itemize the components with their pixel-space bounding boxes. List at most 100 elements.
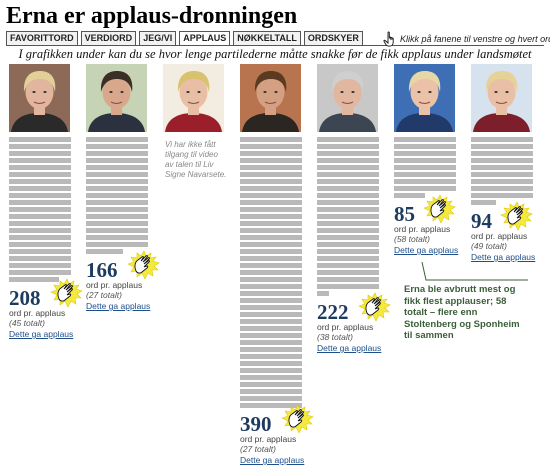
tab-favorittord[interactable]: FAVORITTORD [6,31,78,45]
word-bar [240,382,302,387]
word-bar [240,179,302,184]
word-bar [9,158,71,163]
word-bar [317,151,379,156]
word-bar [86,200,148,205]
word-bar [9,172,71,177]
word-bar [9,137,71,142]
words-unit-label: ord pr. applaus [394,224,451,234]
applause-link[interactable]: Dette ga applaus [394,245,459,255]
word-bar [317,207,379,212]
leader-photo [163,64,224,132]
tab-ordskyer[interactable]: ORDSKYER [303,31,363,45]
words-unit-label: ord pr. applaus [471,231,528,241]
word-bar [240,214,302,219]
word-bar [240,305,302,310]
word-bar [240,319,302,324]
word-bar [86,186,148,191]
word-bar [240,340,302,345]
word-bar [240,263,302,268]
tab-divider [6,45,544,46]
word-bar [394,186,456,191]
applause-link[interactable]: Dette ga applaus [471,252,536,262]
word-bar [240,277,302,282]
word-bar [9,200,71,205]
word-bar [317,179,379,184]
total-applause: (45 totalt) [9,318,45,328]
word-bar [240,375,302,380]
total-applause: (38 totalt) [317,332,353,342]
word-bar [317,270,379,275]
word-bar [240,165,302,170]
words-per-applause: 222 [317,300,349,324]
word-bar [317,256,379,261]
word-bar [9,144,71,149]
applause-link[interactable]: Dette ga applaus [86,301,151,311]
words-unit-label: ord pr. applaus [240,434,297,444]
word-bar [240,144,302,149]
word-bar [240,228,302,233]
word-bar [471,172,533,177]
word-bar [240,256,302,261]
word-bar [240,221,302,226]
word-bar [240,326,302,331]
word-bar [86,165,148,170]
leader-photo [317,64,378,132]
word-bar [9,235,71,240]
word-bar [9,221,71,226]
word-bar [317,214,379,219]
words-per-applause: 208 [9,286,41,310]
note-text: Erna ble avbrutt mest og fikk flest appl… [404,284,520,341]
word-bar [86,242,148,247]
word-bar [9,249,71,254]
word-bar [317,144,379,149]
word-bar [471,137,533,142]
tab-bar: FAVORITTORD VERDIORD JEG/VI APPLAUS NØKK… [6,31,366,46]
word-bar [394,144,456,149]
word-bar [86,235,148,240]
word-bar [394,179,456,184]
word-bar [317,137,379,142]
word-bar [471,186,533,191]
word-bar [471,179,533,184]
word-bar [240,312,302,317]
word-bar-partial [394,193,425,198]
word-bar [317,165,379,170]
tab-jeg-vi[interactable]: JEG/VI [139,31,177,45]
applause-link[interactable]: Dette ga applaus [9,329,74,339]
tab-verdiord[interactable]: VERDIORD [80,31,137,45]
leader-photo [86,64,147,132]
word-bar [86,179,148,184]
applause-link[interactable]: Dette ga applaus [240,455,305,465]
hint: Klikk på fanene til venstre og hvert ord [383,31,550,47]
tab-applaus[interactable]: APPLAUS [179,31,231,45]
word-bar [317,193,379,198]
word-bar [317,172,379,177]
word-bar [317,249,379,254]
word-bar [471,151,533,156]
word-bar [240,347,302,352]
word-bar [240,207,302,212]
word-bar [471,165,533,170]
word-bar [240,291,302,296]
word-bar [317,263,379,268]
word-bar-partial [86,249,123,254]
word-bar [317,158,379,163]
word-bar [240,158,302,163]
word-bar [9,151,71,156]
applause-link[interactable]: Dette ga applaus [317,343,382,353]
words-unit-label: ord pr. applaus [317,322,374,332]
words-unit-label: ord pr. applaus [86,280,143,290]
word-bar [394,158,456,163]
word-bar [86,137,148,142]
word-bar [317,186,379,191]
tab-nokkeltall[interactable]: NØKKELTALL [233,31,301,45]
clapping-hands-icon [280,404,316,439]
word-bar [317,235,379,240]
clapping-hands-icon [499,201,535,236]
word-bar [394,165,456,170]
word-bar [240,200,302,205]
total-applause: (27 totalt) [240,444,276,454]
hint-text: Klikk på fanene til venstre og hvert ord [400,34,550,44]
pointer-hand-icon [383,31,394,47]
clapping-hands-icon [357,292,393,327]
